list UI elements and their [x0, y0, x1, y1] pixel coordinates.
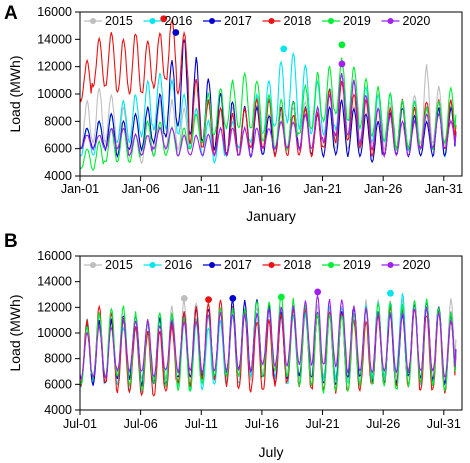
legend-swatch-dot [90, 18, 96, 24]
legend-label: 2016 [165, 14, 193, 28]
series-line-2015 [80, 64, 457, 165]
legend: 2015 2016 2017 2018 2019 2020 [84, 14, 430, 28]
y-tick-label: 14000 [37, 32, 72, 46]
legend-item-2017: 2017 [203, 14, 252, 28]
x-tick-label: Jan-01 [61, 182, 99, 196]
x-tick-label: Jan-06 [122, 182, 160, 196]
y-tick-label: 4000 [44, 403, 72, 417]
legend-item-2018: 2018 [262, 14, 312, 28]
y-axis-title: Load (MWh) [7, 55, 23, 132]
y-tick-label: 14000 [37, 275, 72, 289]
peak-marker-2017 [172, 29, 180, 36]
legend-item-2019: 2019 [322, 14, 371, 28]
legend-item-2019: 2019 [322, 258, 371, 272]
y-tick-label: 8000 [44, 352, 72, 366]
series-lines [80, 293, 457, 397]
series-line-2020 [80, 72, 457, 159]
legend-swatch-dot [209, 262, 215, 268]
y-tick-label: 16000 [37, 249, 72, 263]
y-tick-label: 6000 [44, 142, 72, 156]
panel-letter: B [4, 231, 18, 252]
y-tick-label: 12000 [37, 300, 72, 314]
legend-swatch-dot [149, 262, 156, 268]
legend-label: 2020 [403, 14, 431, 28]
panel-letter: A [4, 3, 18, 24]
peak-marker-2016 [280, 45, 288, 53]
y-axis-title: Load (MWh) [7, 294, 23, 371]
x-tick-label: Jul-21 [306, 417, 340, 431]
legend-item-2016: 2016 [143, 14, 193, 28]
legend-item-2020: 2020 [381, 14, 431, 28]
peak-marker-2019 [338, 41, 346, 49]
legend-item-2017: 2017 [203, 258, 252, 272]
legend-item-2015: 2015 [84, 14, 133, 28]
peak-marker-2020 [338, 60, 346, 68]
peak-marker-2018 [160, 15, 168, 23]
legend-swatch-dot [387, 262, 394, 268]
x-tick-label: Jan-26 [364, 182, 402, 196]
legend-item-2018: 2018 [262, 258, 312, 272]
legend-swatch-dot [268, 18, 275, 24]
peak-marker-2018 [205, 296, 212, 304]
legend-label: 2017 [224, 258, 252, 272]
legend: 2015 2016 2017 2018 2019 2020 [84, 258, 430, 272]
peak-marker-2015 [180, 294, 188, 302]
legend-item-2016: 2016 [143, 258, 193, 272]
y-tick-label: 6000 [44, 377, 72, 391]
legend-label: 2015 [105, 258, 133, 272]
legend-swatch-dot [328, 18, 334, 24]
peak-marker-2019 [277, 293, 285, 301]
y-tick-label: 16000 [37, 5, 72, 19]
legend-swatch-dot [90, 262, 96, 268]
peak-marker-2016 [387, 289, 394, 297]
y-tick-label: 10000 [37, 87, 72, 101]
x-tick-label: Jul-31 [427, 417, 461, 431]
y-tick-label: 8000 [44, 114, 72, 128]
legend-swatch-dot [268, 262, 275, 268]
legend-swatch-dot [387, 18, 394, 24]
x-tick-label: Jan-16 [243, 182, 281, 196]
legend-label: 2019 [343, 258, 371, 272]
legend-swatch-dot [149, 18, 156, 24]
x-tick-label: Jul-26 [366, 417, 400, 431]
legend-swatch-dot [328, 262, 334, 268]
x-tick-label: Jan-31 [425, 182, 463, 196]
legend-item-2020: 2020 [381, 258, 431, 272]
y-tick-label: 12000 [37, 60, 72, 74]
legend-label: 2016 [165, 258, 193, 272]
x-tick-label: Jan-11 [183, 182, 220, 196]
x-tick-label: Jan-21 [303, 182, 341, 196]
legend-label: 2018 [284, 258, 312, 272]
x-tick-label: Jul-11 [185, 417, 218, 431]
series-line-2019 [80, 57, 457, 171]
legend-label: 2015 [105, 14, 133, 28]
legend-label: 2018 [284, 14, 312, 28]
legend-swatch-dot [209, 18, 215, 24]
legend-label: 2017 [224, 14, 252, 28]
x-tick-label: Jul-01 [63, 417, 97, 431]
series-lines [80, 18, 457, 171]
peak-marker-2017 [229, 294, 237, 302]
panel-a: A 4000 6000 8000 10000 12000 14000 16000 Jan-01 J… [4, 3, 463, 224]
panel-b: B 4000 6000 8000 10000 12000 14000 16000 Jul-01 J… [4, 231, 463, 460]
legend-item-2015: 2015 [84, 258, 133, 272]
x-axis-title: July [259, 444, 284, 460]
series-line-2020 [80, 295, 457, 380]
x-tick-label: Jul-16 [245, 417, 279, 431]
x-axis-title: January [246, 208, 296, 224]
peak-marker-2020 [314, 288, 322, 296]
y-tick-label: 4000 [44, 169, 72, 183]
x-tick-label: Jul-06 [124, 417, 158, 431]
y-tick-label: 10000 [37, 326, 72, 340]
legend-label: 2019 [343, 14, 371, 28]
legend-label: 2020 [403, 258, 431, 272]
